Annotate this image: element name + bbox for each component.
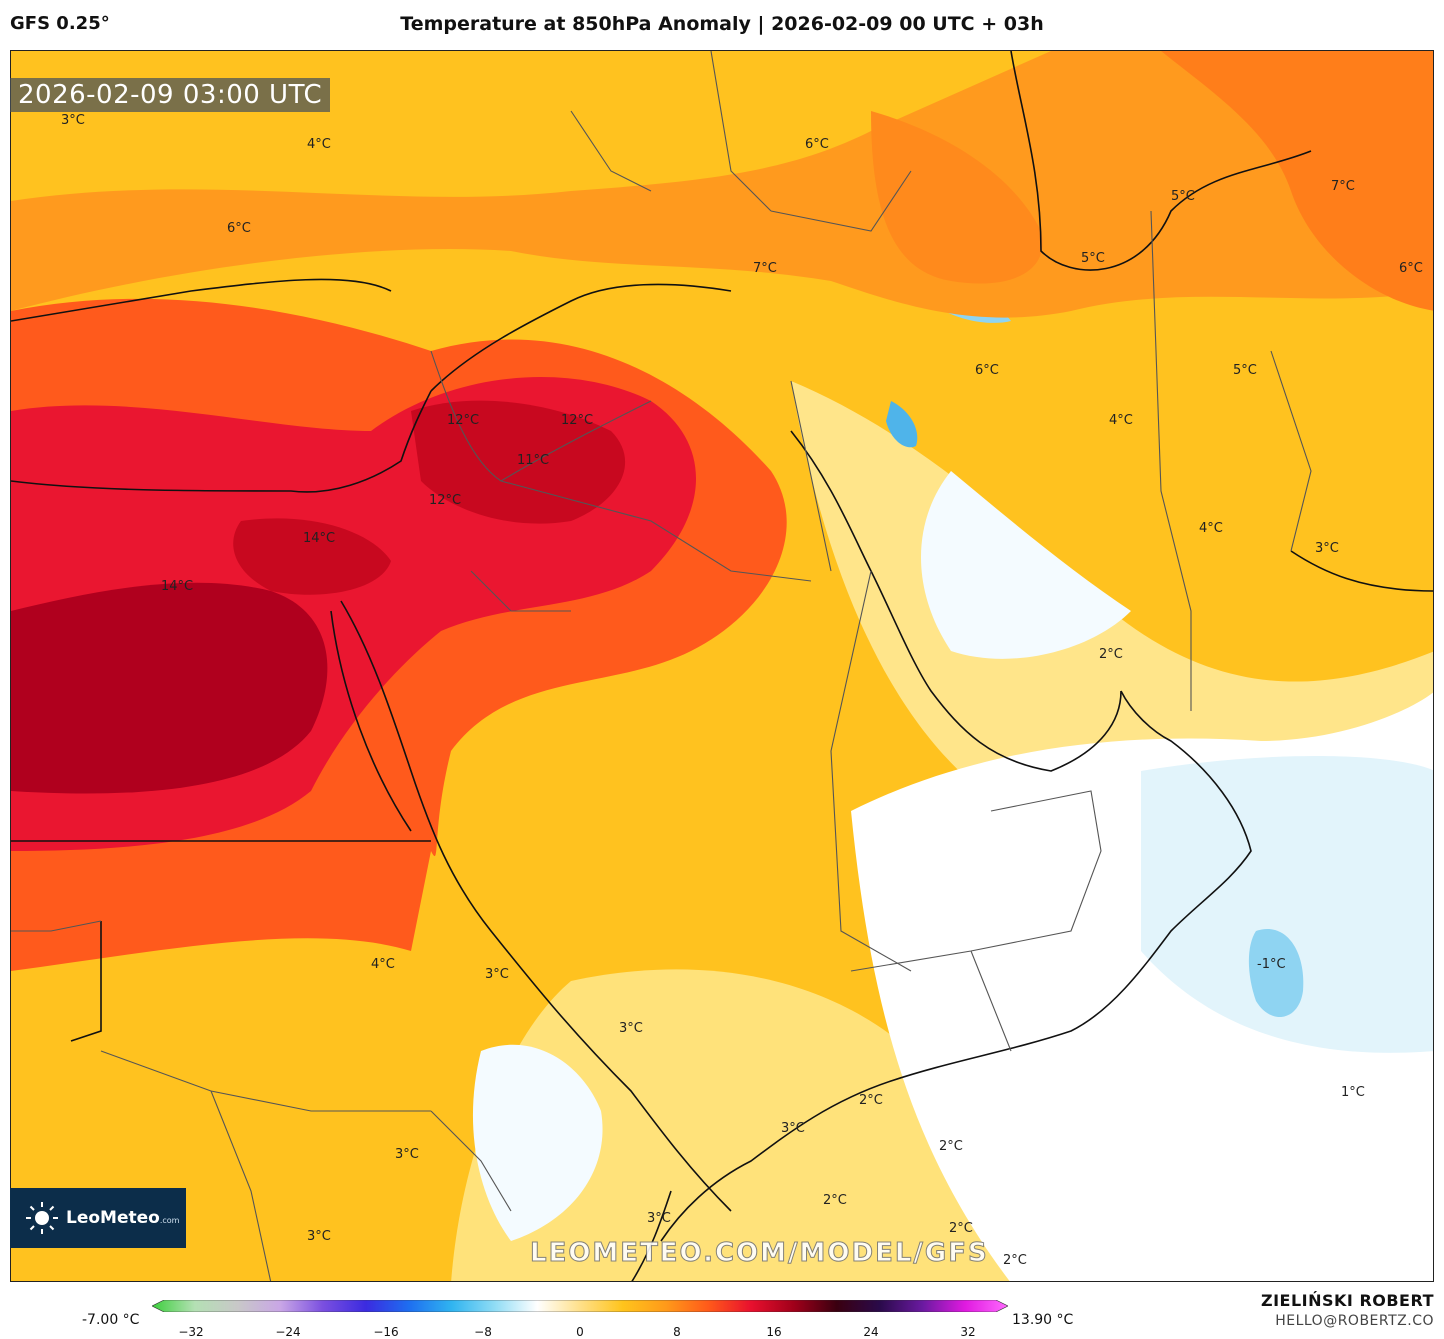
anomaly-label: 2°C bbox=[859, 1093, 883, 1108]
anomaly-label: 2°C bbox=[1099, 647, 1123, 662]
colorbar bbox=[152, 1300, 1008, 1312]
colorbar-tick: 32 bbox=[960, 1325, 976, 1339]
map-canvas bbox=[11, 51, 1433, 1281]
model-name: GFS 0.25° bbox=[10, 13, 110, 34]
anomaly-label: 2°C bbox=[939, 1139, 963, 1154]
logo-text: LeoMeteo.com bbox=[66, 1208, 180, 1228]
anomaly-label: 3°C bbox=[61, 113, 85, 128]
colorbar-tick: 16 bbox=[766, 1325, 782, 1339]
field-mid bbox=[11, 51, 1433, 318]
field-extreme bbox=[233, 518, 391, 595]
anomaly-label: 6°C bbox=[1399, 261, 1423, 276]
anomaly-label: 2°C bbox=[1003, 1253, 1027, 1268]
anomaly-label: 3°C bbox=[781, 1121, 805, 1136]
anomaly-label: 14°C bbox=[303, 531, 336, 546]
valid-time-badge: 2026-02-09 03:00 UTC bbox=[10, 78, 331, 112]
anomaly-label: 5°C bbox=[1233, 363, 1257, 378]
website-watermark: LEOMETEO.COM/MODEL/GFS bbox=[530, 1238, 989, 1269]
colorbar-tick: −16 bbox=[373, 1325, 399, 1339]
field-extreme bbox=[411, 400, 626, 524]
anomaly-label: 6°C bbox=[805, 137, 829, 152]
anomaly-label: 12°C bbox=[447, 413, 480, 428]
anomaly-label: -1°C bbox=[1257, 957, 1286, 972]
colorbar-tick: 8 bbox=[673, 1325, 681, 1339]
anomaly-label: 7°C bbox=[1331, 179, 1355, 194]
scale-max-label: 13.90 °C bbox=[1012, 1312, 1074, 1328]
anomaly-map[interactable]: 3°C 4°C 6°C 6°C 7°C 5°C 7°C 5°C 6°C 6°C … bbox=[10, 50, 1434, 1282]
borders bbox=[11, 51, 1312, 1281]
sun-icon bbox=[26, 1202, 58, 1234]
anomaly-label: 4°C bbox=[1109, 413, 1133, 428]
anomaly-label: 4°C bbox=[307, 137, 331, 152]
anomaly-label: 1°C bbox=[1341, 1085, 1365, 1100]
author-name: ZIELIŃSKI ROBERT bbox=[1260, 1291, 1434, 1310]
anomaly-label: 3°C bbox=[647, 1211, 671, 1226]
field-extreme bbox=[11, 582, 328, 794]
anomaly-label: 2°C bbox=[949, 1221, 973, 1236]
anomaly-label: 6°C bbox=[975, 363, 999, 378]
field-neutral bbox=[921, 471, 1131, 659]
anomaly-label: 2°C bbox=[823, 1193, 847, 1208]
field-neutral bbox=[472, 1044, 603, 1241]
anomaly-label: 12°C bbox=[561, 413, 594, 428]
field-slight bbox=[451, 969, 1011, 1281]
anomaly-label: 3°C bbox=[395, 1147, 419, 1162]
anomaly-label: 3°C bbox=[1315, 541, 1339, 556]
anomaly-label: 5°C bbox=[1171, 189, 1195, 204]
anomaly-label: 12°C bbox=[429, 493, 462, 508]
scale-min-label: -7.00 °C bbox=[82, 1312, 140, 1328]
colorbar-tick: −8 bbox=[474, 1325, 492, 1339]
anomaly-label: 6°C bbox=[227, 221, 251, 236]
anomaly-label: 7°C bbox=[753, 261, 777, 276]
author-email[interactable]: HELLO@ROBERTZ.CO bbox=[1275, 1313, 1434, 1329]
coastlines bbox=[11, 51, 1433, 1281]
anomaly-label: 3°C bbox=[485, 967, 509, 982]
field-cool bbox=[1141, 756, 1433, 1053]
field-mid bbox=[1161, 51, 1433, 311]
chart-title: Temperature at 850hPa Anomaly | 2026-02-… bbox=[400, 13, 1044, 35]
anomaly-label: 5°C bbox=[1081, 251, 1105, 266]
colorbar-tick: 24 bbox=[863, 1325, 879, 1339]
anomaly-label: 11°C bbox=[517, 453, 550, 468]
field-mid bbox=[871, 111, 1043, 284]
anomaly-label: 4°C bbox=[371, 957, 395, 972]
leometeo-logo[interactable]: LeoMeteo.com bbox=[10, 1188, 186, 1248]
field-cold bbox=[886, 401, 918, 448]
anomaly-label: 14°C bbox=[161, 579, 194, 594]
field-cold bbox=[1248, 929, 1304, 1018]
anomaly-label: 4°C bbox=[1199, 521, 1223, 536]
colorbar-tick: −24 bbox=[275, 1325, 301, 1339]
colorbar-tick: −32 bbox=[178, 1325, 204, 1339]
anomaly-label: 3°C bbox=[307, 1229, 331, 1244]
colorbar-tick: 0 bbox=[576, 1325, 584, 1339]
anomaly-label: 3°C bbox=[619, 1021, 643, 1036]
